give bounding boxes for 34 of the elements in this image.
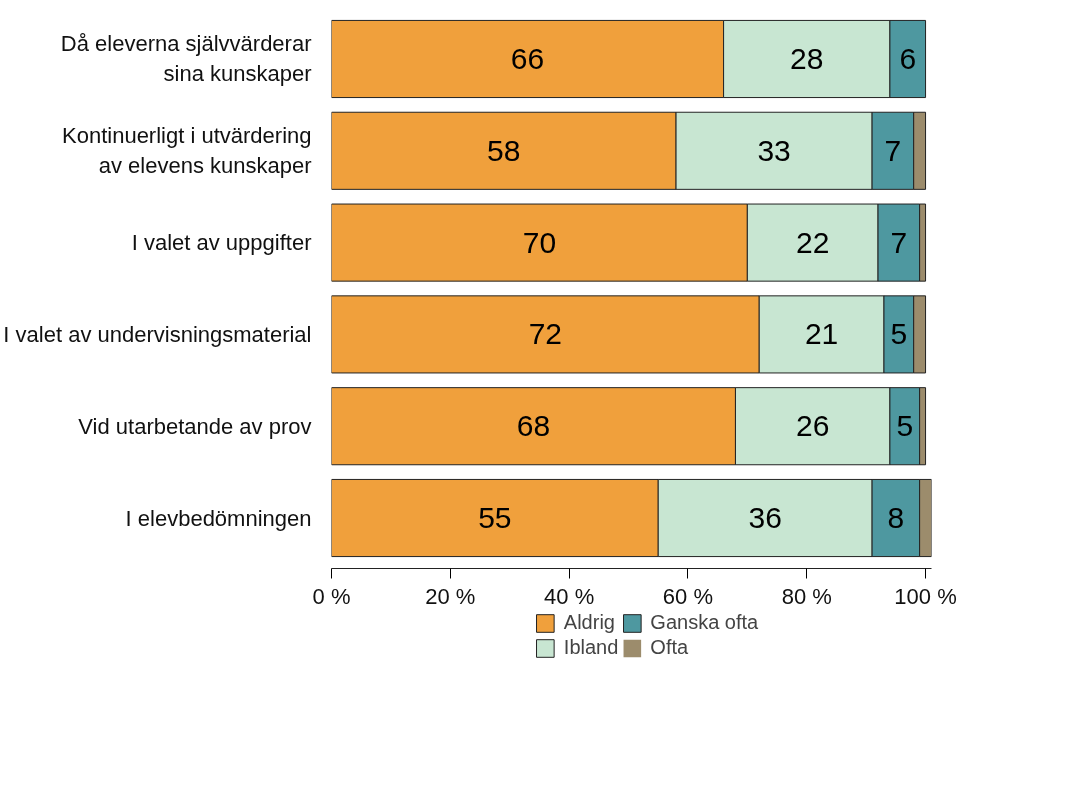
data-label: 72	[528, 317, 563, 351]
data-label: 36	[748, 501, 782, 535]
y-tick-label: Då eleverna självvärderar sina kunskaper	[60, 31, 312, 87]
data-label: 5	[890, 317, 908, 351]
data-label: 26	[796, 409, 830, 443]
x-tick-label: 100 %	[894, 583, 957, 609]
data-label: 70	[522, 225, 557, 259]
y-tick-label: Vid utarbetande av prov	[78, 413, 312, 439]
data-label: 8	[887, 501, 905, 535]
data-label: 55	[478, 501, 512, 535]
x-tick-label: 60 %	[662, 583, 714, 609]
x-tick-label: 0 %	[312, 583, 351, 609]
data-label: 5	[896, 409, 914, 443]
data-label: 6	[899, 41, 917, 75]
y-tick-label: I elevbedömningen	[125, 505, 312, 531]
data-label: 66	[510, 41, 545, 75]
x-tick-label: 40 %	[544, 583, 595, 609]
data-label: 33	[757, 133, 791, 167]
y-tick-label: I valet av uppgifter	[131, 230, 312, 256]
legend-label: Ibland	[563, 636, 619, 659]
x-tick-label: 20 %	[425, 583, 476, 609]
y-tick-label: Kontinuerligt i utvärdering av elevens kunskaper	[62, 123, 312, 179]
data-label: 22	[796, 225, 830, 259]
x-tick-label: 80 %	[781, 583, 832, 609]
legend-label: Ofta	[650, 636, 689, 659]
legend-label: Ganska ofta	[650, 611, 759, 634]
data-label: 21	[804, 317, 839, 351]
data-label: 7	[884, 133, 902, 167]
y-tick-label: I valet av undervisningsmaterial	[3, 321, 312, 347]
data-label: 58	[487, 133, 521, 167]
data-label: 68	[516, 409, 551, 443]
data-label: 7	[890, 225, 908, 259]
legend-label: Aldrig	[563, 611, 615, 634]
data-label: 28	[790, 41, 824, 75]
